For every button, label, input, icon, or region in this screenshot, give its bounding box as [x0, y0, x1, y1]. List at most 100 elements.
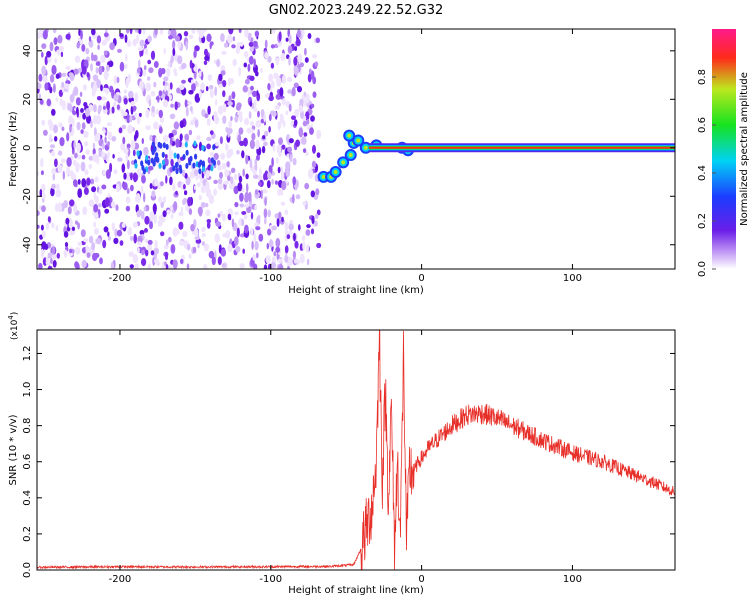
heatmap-noise-cell	[241, 187, 245, 193]
heatmap-noise-cell	[169, 82, 173, 90]
heatmap-noise-cell	[281, 144, 286, 150]
heatmap-noise-cell	[249, 121, 254, 127]
heatmap-noise-cell	[250, 211, 254, 220]
heatmap-noise-cell	[224, 169, 230, 178]
heatmap-noise-cell	[312, 91, 317, 98]
heatmap-noise-cell	[243, 203, 249, 208]
heatmap-noise-cell	[79, 91, 83, 98]
heatmap-noise-cell	[243, 214, 248, 220]
heatmap-noise-cell	[173, 121, 180, 130]
heatmap-noise-cell	[267, 209, 271, 218]
heatmap-noise-cell	[264, 39, 268, 49]
heatmap-noise-cell	[92, 74, 99, 81]
heatmap-noise-cell	[274, 180, 278, 185]
heatmap-noise-cell	[272, 111, 277, 117]
heatmap-noise-cell	[138, 29, 142, 35]
heatmap-noise-cell	[249, 75, 255, 82]
heatmap-noise-cell	[179, 240, 185, 247]
heatmap-noise-cell	[50, 258, 53, 264]
heatmap-noise-cell	[187, 101, 192, 105]
heatmap-noise-cell	[238, 221, 242, 226]
heatmap-noise-cell	[168, 150, 174, 156]
heatmap-noise-cell	[44, 82, 49, 91]
heatmap-noise-cell	[93, 104, 97, 113]
heatmap-noise-cell	[85, 245, 89, 252]
heatmap-noise-cell	[137, 247, 140, 254]
heatmap-noise-cell	[68, 72, 74, 77]
heatmap-noise-cell	[287, 89, 292, 94]
heatmap-noise-cell	[143, 146, 149, 156]
heatmap-noise-cell	[208, 250, 215, 259]
heatmap-noise-cell	[61, 126, 65, 131]
heatmap-noise-cell	[284, 221, 289, 231]
heatmap-noise-cell	[108, 106, 113, 115]
heatmap-noise-cell	[58, 89, 64, 98]
heatmap-noise-cell	[128, 90, 134, 99]
heatmap-noise-cell	[51, 183, 56, 190]
heatmap-noise-cell	[98, 149, 102, 157]
heatmap-noise-cell	[206, 136, 212, 142]
heatmap-noise-cell	[252, 169, 257, 176]
heatmap-noise-cell	[151, 105, 155, 113]
heatmap-noise-cell	[133, 233, 137, 244]
heatmap-noise-cell	[200, 82, 205, 91]
heatmap-noise-cell	[294, 240, 299, 249]
heatmap-noise-cell	[163, 244, 169, 250]
heatmap-noise-cell	[132, 38, 137, 47]
heatmap-noise-cell	[116, 76, 120, 84]
heatmap-noise-cell	[259, 168, 262, 176]
heatmap-noise-cell	[277, 258, 283, 263]
heatmap-noise-cell	[214, 233, 220, 243]
heatmap-noise-cell	[220, 33, 225, 43]
heatmap-noise-cell	[145, 249, 149, 257]
heatmap-noise-cell	[121, 163, 126, 173]
heatmap-noise-cell	[194, 228, 199, 238]
heatmap-noise-cell	[64, 241, 69, 248]
heatmap-noise-cell	[247, 86, 251, 97]
heatmap-noise-cell	[286, 76, 293, 82]
heatmap-noise-cell	[93, 221, 97, 228]
heatmap-noise-cell	[167, 236, 172, 243]
heatmap-signal-blob-core	[333, 170, 338, 175]
heatmap-noise-cell	[277, 41, 282, 47]
heatmap-noise-cell	[221, 50, 227, 55]
heatmap-noise-cell	[69, 170, 74, 177]
heatmap-noise-cell	[47, 265, 53, 269]
heatmap-noise-cell	[271, 29, 276, 34]
heatmap-noise-cell	[205, 187, 212, 198]
figure-title: GN02.2023.249.22.52.G32	[269, 3, 444, 18]
heatmap-noise-cell	[213, 111, 218, 121]
heatmap-noise-cell	[77, 241, 83, 246]
heatmap-noise-cell	[96, 96, 102, 101]
heatmap-noise-cell	[71, 226, 75, 231]
heatmap-noise-cell	[149, 211, 155, 222]
heatmap-noise-cell	[231, 167, 236, 173]
heatmap-noise-cell	[282, 120, 286, 128]
heatmap-noise-cell	[252, 90, 257, 98]
heatmap-noise-cell	[128, 251, 134, 257]
heatmap-noise-cell	[275, 237, 281, 248]
heatmap-noise-cell	[253, 107, 258, 112]
heatmap-noise-cell	[243, 51, 249, 58]
heatmap-noise-cell	[44, 55, 48, 66]
heatmap-noise-cell	[264, 130, 269, 137]
heatmap-noise-cell	[65, 217, 70, 225]
heatmap-noise-cell	[148, 67, 154, 74]
heatmap-noise-cell	[124, 34, 128, 43]
snr-panel: -200 -100 0 100 0.0 0.2 0.4 0.6 0.8 1.0 1.2 Height…	[7, 312, 676, 596]
heatmap-noise-cell	[51, 167, 57, 175]
heatmap-frame	[36, 28, 676, 270]
heatmap-noise-cell	[99, 257, 103, 265]
heatmap-noise-cell	[98, 65, 103, 76]
heatmap-noise-blob	[150, 157, 154, 164]
heatmap-noise-cell	[136, 168, 142, 178]
heatmap-noise-cell	[167, 61, 171, 68]
heatmap-noise-cell	[144, 47, 149, 55]
heatmap-noise-cell	[271, 178, 274, 185]
heatmap-noise-cell	[254, 189, 259, 195]
heatmap-noise-cell	[106, 64, 110, 73]
heatmap-noise-cell	[180, 207, 184, 213]
heatmap-noise-cell	[187, 196, 192, 207]
heatmap-noise-cell	[137, 241, 142, 246]
heatmap-noise-cell	[168, 35, 173, 40]
